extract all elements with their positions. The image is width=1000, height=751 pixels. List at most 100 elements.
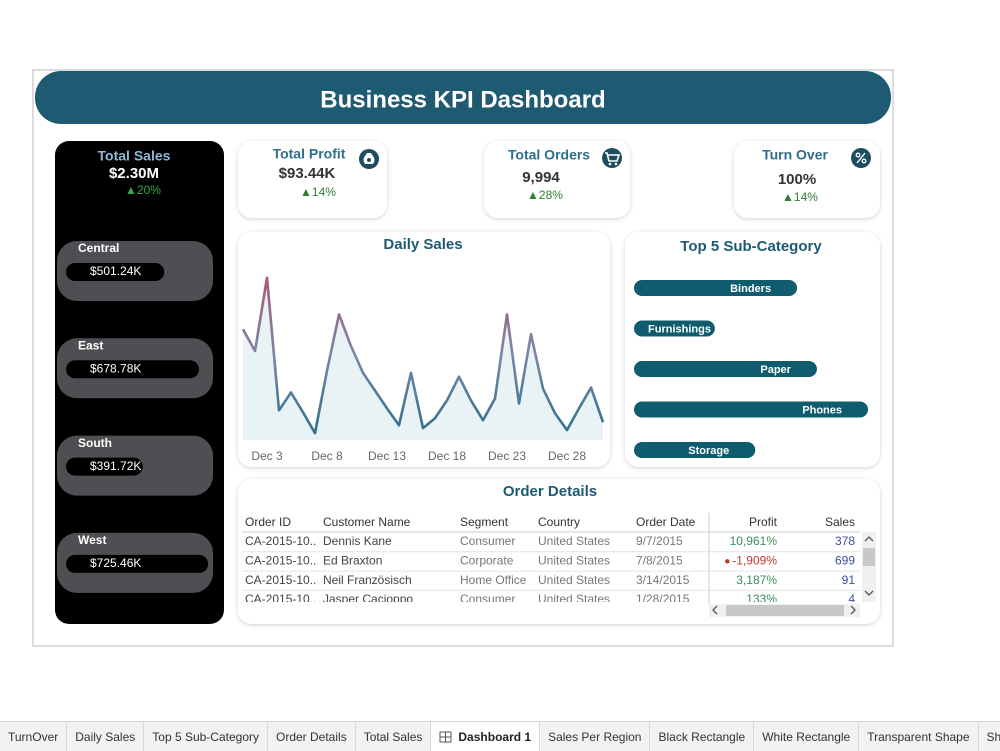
dashboard-icon — [439, 731, 452, 742]
table-cell: 10,961% — [730, 534, 778, 548]
bar-label: Paper — [760, 364, 791, 376]
tab-label: Total Sales — [363, 729, 423, 744]
dashboard-title: Business KPI Dashboard — [320, 86, 605, 113]
table-cell: Consumer — [460, 534, 515, 548]
bar-label: Storage — [688, 445, 729, 457]
table-cell: United States — [538, 534, 610, 548]
region-name: West — [78, 533, 106, 547]
column-header: Sales — [825, 515, 855, 529]
x-tick-label: Dec 8 — [311, 449, 343, 463]
sales-area — [243, 277, 603, 440]
sales-line — [241, 276, 605, 435]
region-value: $501.24K — [90, 264, 141, 278]
header-bar — [35, 71, 891, 124]
column-header: Segment — [460, 515, 509, 529]
total-sales-value: $2.30M — [109, 165, 159, 182]
tab-label: White Rectangle — [762, 729, 851, 744]
negative-indicator — [725, 559, 730, 564]
money-icon — [359, 149, 379, 169]
bar-label: Binders — [730, 283, 771, 295]
table-cell: 7/8/2015 — [636, 553, 683, 567]
tab-label: Top 5 Sub-Category — [152, 729, 259, 744]
sheet-tab[interactable]: Sales Per Region — [540, 722, 651, 751]
region-name: Central — [78, 241, 119, 255]
sheet-tab[interactable]: Sheet — [979, 722, 1000, 751]
x-tick-label: Dec 13 — [368, 449, 406, 463]
table-title: Order Details — [503, 483, 597, 500]
kpi-label: Total Orders — [508, 147, 590, 163]
horizontal-scrollbar[interactable] — [709, 604, 860, 617]
column-header: Country — [538, 515, 580, 529]
region-name: South — [78, 436, 112, 450]
percent-icon — [851, 148, 871, 168]
sheet-tab[interactable]: Top 5 Sub-Category — [144, 722, 268, 751]
column-header: Profit — [749, 515, 778, 529]
vertical-scrollbar[interactable] — [862, 532, 876, 602]
sheet-tabs: TurnOver Daily Sales Top 5 Sub-Category Ord… — [0, 721, 1000, 751]
table-cell: 699 — [835, 553, 855, 567]
table-cell: 3,187% — [736, 573, 777, 587]
sheet-tab[interactable]: White Rectangle — [754, 722, 860, 751]
tab-label: Dashboard 1 — [458, 729, 532, 744]
tab-label: Transparent Shape — [867, 729, 970, 744]
table-cell: 1/28/2015 — [636, 592, 690, 606]
table-cell: CA-2015-10.. — [245, 592, 316, 606]
kpi-label: Total Profit — [273, 146, 346, 162]
tab-label: Black Rectangle — [658, 729, 746, 744]
table-cell: Dennis Kane — [323, 534, 392, 548]
kpi-change: ▲14% — [782, 190, 818, 204]
dashboard: Business KPI Dashboard Total Sales $2.30… — [32, 69, 894, 647]
tab-label: Order Details — [276, 729, 347, 744]
table-cell: United States — [538, 573, 610, 587]
table-cell: 91 — [842, 573, 856, 587]
table-cell: CA-2015-10.. — [245, 573, 316, 587]
table-cell: Ed Braxton — [323, 553, 382, 567]
bar — [634, 401, 868, 418]
kpi-change: ▲14% — [300, 185, 336, 199]
region-value: $678.78K — [90, 361, 141, 375]
region-name: East — [78, 338, 103, 352]
chart-title: Top 5 Sub-Category — [680, 238, 822, 255]
sheet-tab[interactable]: Daily Sales — [67, 722, 145, 751]
kpi-change: ▲28% — [527, 188, 563, 202]
region-bar — [66, 457, 143, 476]
region-bar — [66, 360, 200, 379]
x-tick-label: Dec 23 — [488, 449, 526, 463]
x-tick-label: Dec 28 — [548, 449, 586, 463]
kpi-value: $93.44K — [279, 165, 336, 182]
bar — [634, 442, 756, 458]
kpi-card — [734, 141, 880, 218]
sheet-tab[interactable]: TurnOver — [0, 722, 68, 751]
table-cell: Home Office — [460, 573, 527, 587]
table-cell: -1,909% — [732, 553, 777, 567]
sheet-tab[interactable]: Dashboard 1 — [431, 722, 541, 751]
region-value: $725.46K — [90, 556, 141, 570]
bar — [634, 320, 715, 337]
sheet-tab[interactable]: Total Sales — [356, 722, 432, 751]
sheet-tab[interactable]: Order Details — [268, 722, 356, 751]
chart-card — [625, 232, 880, 467]
column-header: Order ID — [245, 515, 291, 529]
table-cell: CA-2015-10.. — [245, 534, 316, 548]
bar — [634, 361, 817, 377]
kpi-card — [238, 141, 387, 218]
sheet-tab[interactable]: Black Rectangle — [650, 722, 755, 751]
tab-label: Sheet — [986, 729, 1000, 744]
kpi-label: Turn Over — [762, 147, 828, 163]
table-cell: Neil Französisch — [323, 573, 412, 587]
bar — [634, 280, 798, 296]
x-tick-label: Dec 3 — [251, 449, 283, 463]
sheet-tab[interactable]: Transparent Shape — [859, 722, 979, 751]
table-cell: CA-2015-10.. — [245, 553, 316, 567]
kpi-value: 9,994 — [522, 169, 560, 186]
region-value: $391.72K — [90, 459, 141, 473]
table-cell: 4 — [848, 592, 855, 606]
tab-label: Sales Per Region — [548, 729, 642, 744]
table-cell: 378 — [835, 534, 855, 548]
table-cell: 9/7/2015 — [636, 534, 683, 548]
tab-label: TurnOver — [8, 729, 59, 744]
table-body: CA-2015-10.. Dennis Kane Consumer United St… — [242, 534, 860, 606]
table-cell: United States — [538, 553, 610, 567]
chart-title: Daily Sales — [383, 236, 462, 253]
